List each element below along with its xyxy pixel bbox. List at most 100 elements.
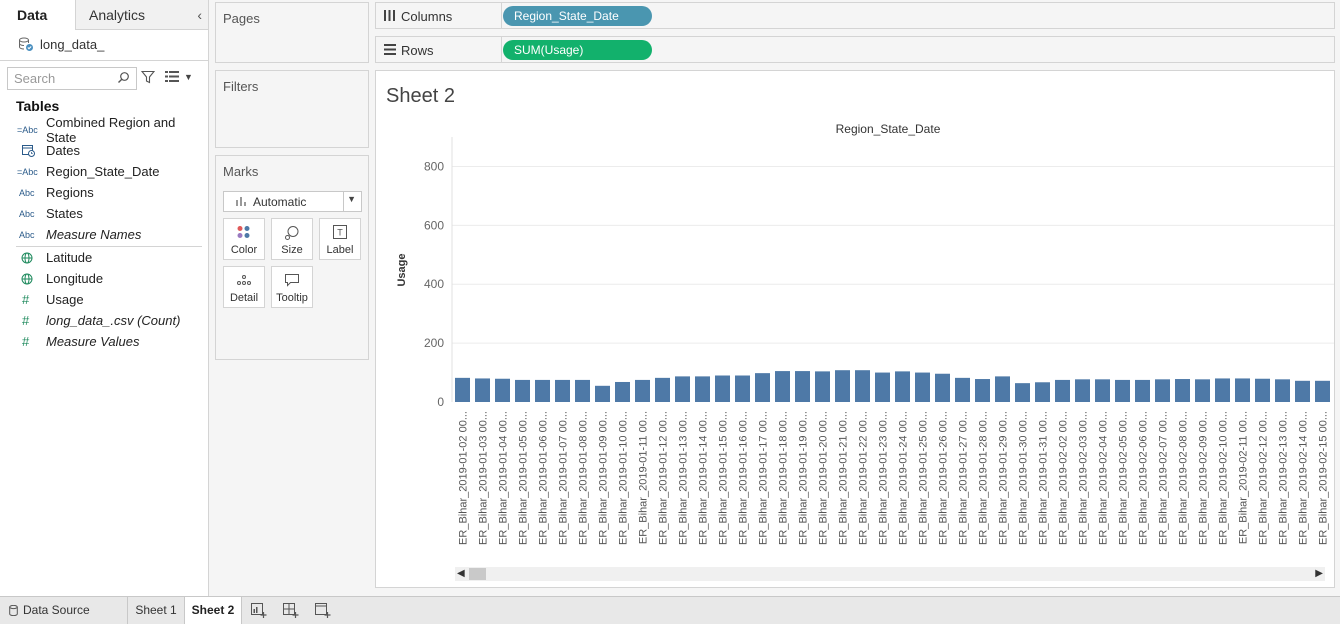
number-icon: # [22,313,30,328]
bar [1195,379,1210,402]
bar [1135,379,1150,402]
field-label: Usage [46,292,84,307]
datasource-icon [19,37,33,51]
x-tick-label: ER_Bihar_2019-02-07 00... [1158,411,1170,545]
filter-icon[interactable] [141,70,155,84]
field-label: Longitude [46,271,104,286]
divider [501,3,502,28]
bar [1095,379,1110,402]
rows-pill[interactable]: SUM(Usage) [503,40,652,60]
new-story-icon[interactable] [315,603,331,618]
x-tick-label: ER_Bihar_2019-01-26 00... [938,411,950,545]
sheet-title[interactable]: Sheet 2 [386,85,455,107]
field-region-state-date[interactable]: =Abc Region_State_Date [0,161,208,182]
data-pane: Data Analytics ‹ long_data_ Search [0,0,209,596]
date-icon [0,144,46,157]
bar [1235,378,1250,402]
list-view-icon [165,71,179,82]
columns-pill[interactable]: Region_State_Date [503,6,652,26]
divider [343,192,344,211]
x-tick-label: ER_Bihar_2019-01-30 00... [1018,411,1030,545]
search-input[interactable]: Search [7,67,137,90]
field-dates[interactable]: Dates [0,140,208,161]
bar [635,379,650,402]
calculated-string-icon: =Abc [17,124,38,135]
tooltip-icon [285,274,299,287]
bar [775,371,790,402]
y-tick-label: 0 [437,395,444,409]
bar [835,370,850,402]
size-button[interactable]: Size [271,218,313,260]
bar [575,379,590,402]
detail-button[interactable]: Detail [223,266,265,308]
field-measure-names[interactable]: Abc Measure Names [0,224,208,245]
color-label: Color [230,244,258,256]
field-longitude[interactable]: Longitude [0,268,208,289]
tooltip-button[interactable]: Tooltip [271,266,313,308]
detail-icon [237,275,251,285]
x-tick-label: ER_Bihar_2019-01-19 00... [798,411,810,545]
x-tick-label: ER_Bihar_2019-01-23 00... [878,411,890,545]
bar [915,372,930,402]
x-tick-label: ER_Bihar_2019-01-24 00... [898,411,910,545]
columns-shelf[interactable]: Columns Region_State_Date [375,2,1335,29]
bar [975,379,990,402]
label-button[interactable]: T Label [319,218,361,260]
field-label: long_data_.csv (Count) [46,313,181,328]
x-tick-label: ER_Bihar_2019-01-12 00... [658,411,670,545]
field-measure-values[interactable]: # Measure Values [0,331,208,352]
columns-icon [384,10,395,21]
divider [501,37,502,62]
field-label: Measure Names [46,227,142,242]
tab-analytics[interactable]: Analytics ‹ [76,0,208,30]
tab-data-source[interactable]: Data Source [0,597,128,624]
scroll-thumb[interactable] [469,568,486,580]
scroll-left-icon[interactable]: ◀ [457,568,465,579]
detail-label: Detail [229,292,259,304]
bar [1315,380,1330,402]
x-tick-label: ER_Bihar_2019-02-11 00... [1238,411,1250,544]
x-tick-label: ER_Bihar_2019-02-14 00... [1298,411,1310,545]
x-tick-label: ER_Bihar_2019-02-03 00... [1078,411,1090,545]
x-tick-label: ER_Bihar_2019-01-22 00... [858,411,870,545]
x-tick-label: ER_Bihar_2019-02-09 00... [1198,411,1210,545]
pages-card[interactable]: Pages [215,2,369,63]
tab-sheet-1[interactable]: Sheet 1 [135,603,177,617]
field-usage[interactable]: # Usage [0,289,208,310]
scroll-right-icon[interactable]: ▶ [1315,568,1323,579]
tooltip-label: Tooltip [276,292,308,304]
x-tick-label: ER_Bihar_2019-02-02 00... [1058,411,1070,545]
tab-data[interactable]: Data [0,0,76,30]
field-record-count[interactable]: # long_data_.csv (Count) [0,310,208,331]
field-label: Region_State_Date [46,164,160,179]
field-states[interactable]: Abc States [0,203,208,224]
datasource-item[interactable]: long_data_ [18,35,104,53]
bar [895,371,910,402]
x-tick-label: ER_Bihar_2019-01-04 00... [498,411,510,545]
filters-card[interactable]: Filters [215,70,369,148]
color-button[interactable]: Color [223,218,265,260]
x-tick-label: ER_Bihar_2019-01-10 00... [618,411,630,545]
mark-type-dropdown[interactable]: Automatic ▼ [223,191,362,212]
field-regions[interactable]: Abc Regions [0,182,208,203]
bar [595,385,610,402]
field-combined-region-and-state[interactable]: =Abc Combined Region and State [0,115,208,145]
horizontal-scrollbar[interactable]: ◀ ▶ [455,567,1325,581]
x-tick-label: ER_Bihar_2019-01-02 00... [458,411,470,545]
x-tick-label: ER_Bihar_2019-02-04 00... [1098,411,1110,545]
x-tick-label: ER_Bihar_2019-02-10 00... [1218,411,1230,545]
svg-text:T: T [337,228,343,238]
collapse-pane-icon[interactable]: ‹ [197,7,202,23]
mark-type-label: Automatic [253,195,307,209]
field-latitude[interactable]: Latitude [0,247,208,268]
string-icon: Abc [19,208,35,219]
tab-sheet-2[interactable]: Sheet 2 [184,597,242,624]
new-worksheet-icon[interactable] [251,603,267,618]
new-dashboard-icon[interactable] [283,603,299,618]
rows-icon [384,44,396,55]
bar [955,377,970,402]
x-tick-label: ER_Bihar_2019-01-20 00... [818,411,830,545]
rows-shelf[interactable]: Rows SUM(Usage) [375,36,1335,63]
bar [815,371,830,402]
view-options-icon[interactable]: ▼ [165,71,193,82]
